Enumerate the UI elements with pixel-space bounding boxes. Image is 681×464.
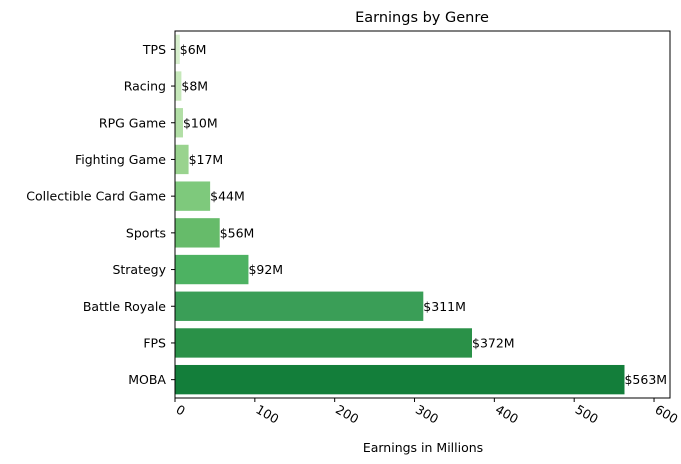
y-tick-label-fighting-game: Fighting Game: [75, 152, 166, 167]
x-tick-label-600: 600: [653, 402, 681, 427]
bar-strategy: [175, 254, 249, 285]
data-labels-layer: $563M $372M $311M $92M $56M $44M $17M $10M $8M $6…: [180, 42, 667, 387]
bar-fighting-game: [175, 144, 189, 175]
x-axis-title: Earnings in Millions: [363, 440, 483, 455]
chart-title: Earnings by Genre: [355, 10, 489, 26]
data-label-battle-royale: $311M: [423, 299, 466, 314]
plot-frame: [174, 30, 671, 399]
y-tick-label-sports: Sports: [126, 225, 166, 240]
y-tick-label-fps: FPS: [143, 335, 166, 350]
x-tick-label-400: 400: [493, 402, 521, 427]
y-tick-label-strategy: Strategy: [112, 262, 166, 277]
y-tick-label-racing: Racing: [124, 79, 166, 94]
y-tick-label-collectible-card-game: Collectible Card Game: [26, 189, 166, 204]
bars-layer: [175, 34, 625, 395]
x-tick-label-300: 300: [413, 402, 441, 427]
y-tick-label-tps: TPS: [142, 42, 166, 57]
data-label-fps: $372M: [472, 335, 515, 350]
bar-collectible-card-game: [175, 181, 211, 211]
data-label-rpg-game: $10M: [183, 115, 218, 130]
bar-tps: [175, 34, 180, 65]
x-axis-ticks: 0 100 200 300 400 500 600: [174, 398, 681, 427]
y-axis-ticks: MOBA FPS Battle Royale Strategy Sports Collec…: [26, 42, 175, 387]
data-label-moba: $563M: [624, 372, 667, 387]
bar-rpg-game: [175, 108, 183, 138]
y-tick-label-rpg-game: RPG Game: [99, 115, 166, 130]
data-label-racing: $8M: [181, 79, 208, 94]
data-label-sports: $56M: [220, 225, 255, 240]
y-tick-label-moba: MOBA: [128, 372, 166, 387]
data-label-collectible-card-game: $44M: [210, 189, 245, 204]
x-tick-label-0: 0: [174, 402, 188, 419]
x-tick-label-200: 200: [333, 402, 361, 427]
data-label-fighting-game: $17M: [189, 152, 224, 167]
bar-battle-royale: [175, 291, 424, 321]
bar-moba: [175, 364, 625, 395]
x-tick-label-500: 500: [573, 402, 601, 427]
x-tick-label-100: 100: [253, 402, 281, 427]
data-label-strategy: $92M: [248, 262, 283, 277]
y-tick-label-battle-royale: Battle Royale: [83, 299, 166, 314]
bar-sports: [175, 218, 220, 248]
bar-racing: [175, 71, 182, 101]
bar-fps: [175, 328, 472, 358]
data-label-tps: $6M: [180, 42, 207, 57]
